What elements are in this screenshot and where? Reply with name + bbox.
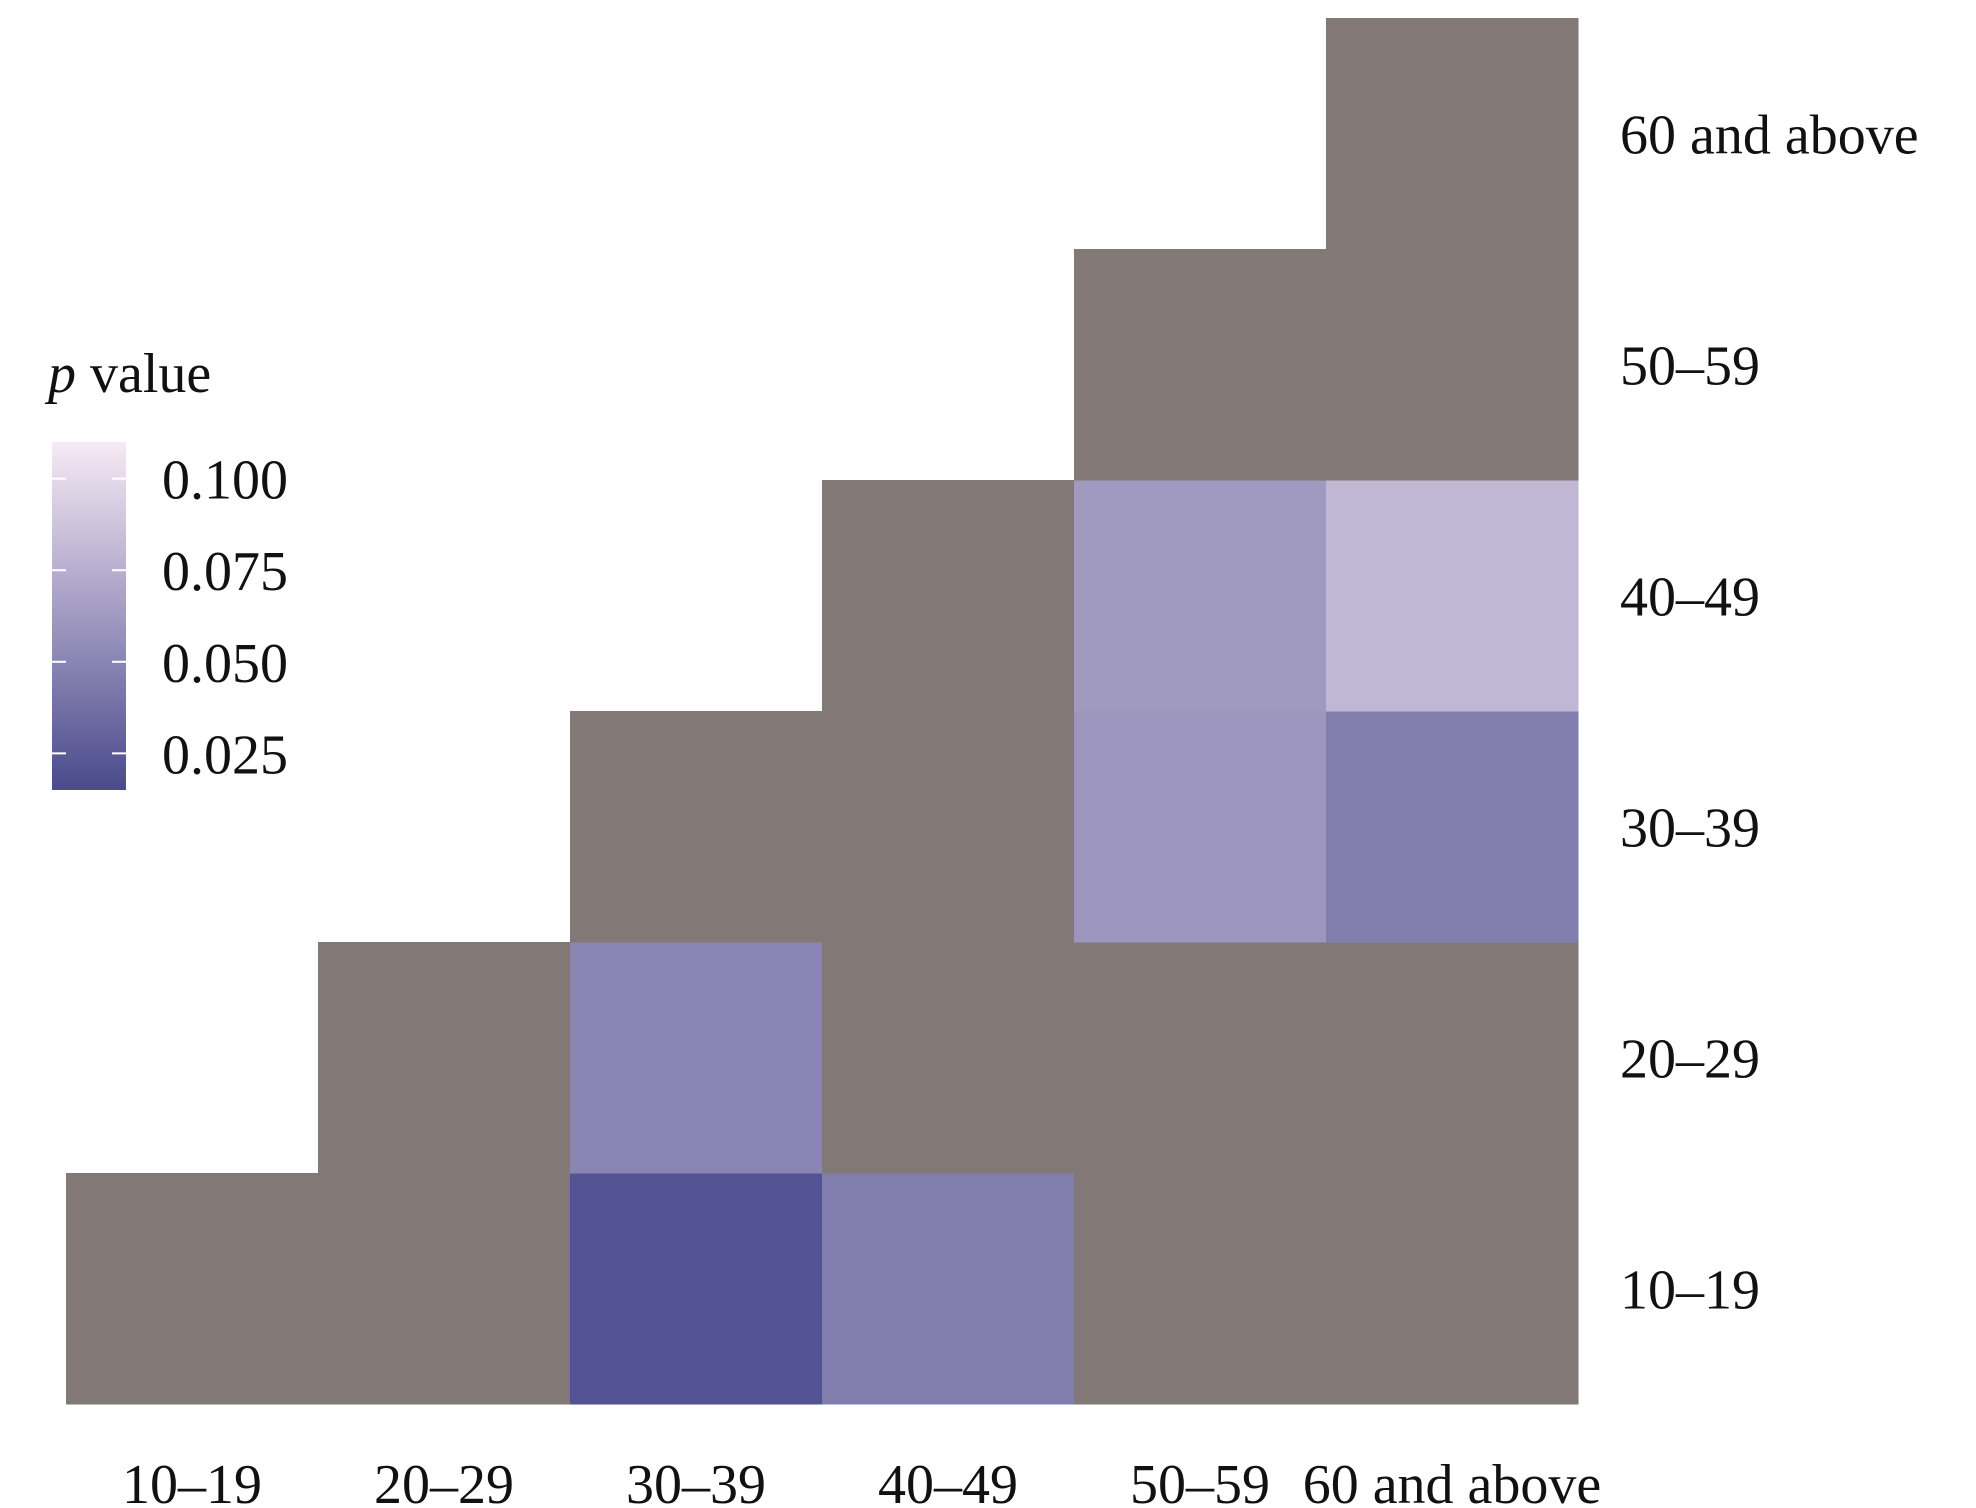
heatmap-cell [822, 1173, 1075, 1405]
y-tick-label: 30–39 [1620, 798, 1760, 860]
x-tick-label: 50–59 [1130, 1454, 1270, 1508]
heatmap-cell [318, 1173, 571, 1405]
heatmap-cell [1074, 1173, 1327, 1405]
heatmap-cell [66, 1173, 319, 1405]
heatmap-cell [822, 480, 1075, 712]
heatmap-cell [822, 942, 1075, 1174]
heatmap-cell [1074, 942, 1327, 1174]
x-tick-label: 60 and above [1303, 1454, 1602, 1508]
y-tick-label: 60 and above [1620, 105, 1919, 167]
heatmap-cells [66, 18, 1579, 1405]
legend-ticks: 0.100 0.075 0.050 0.025 [52, 450, 288, 786]
legend-colorbar [52, 442, 126, 790]
x-axis-tick-labels: 10–19 20–29 30–39 40–49 50–59 60 and above [122, 1454, 1601, 1508]
heatmap-cell [1326, 480, 1579, 712]
x-tick-label: 20–29 [374, 1454, 514, 1508]
heatmap-cell [1074, 480, 1327, 712]
heatmap-cell [570, 942, 823, 1174]
y-tick-label: 20–29 [1620, 1029, 1760, 1091]
heatmap-cell [1326, 1173, 1579, 1405]
x-tick-label: 30–39 [626, 1454, 766, 1508]
legend-title-italic: p [44, 343, 76, 405]
legend-tick-label: 0.025 [162, 724, 288, 786]
heatmap-cell [570, 711, 823, 943]
color-legend: p value 0.100 0.075 0.050 0.025 [44, 343, 288, 790]
heatmap-cell [1326, 711, 1579, 943]
heatmap-cell [1326, 18, 1579, 250]
x-tick-label: 40–49 [878, 1454, 1018, 1508]
y-tick-label: 10–19 [1620, 1260, 1760, 1322]
legend-tick-label: 0.100 [162, 450, 288, 512]
heatmap-cell [570, 1173, 823, 1405]
legend-tick-label: 0.050 [162, 633, 288, 695]
x-tick-label: 10–19 [122, 1454, 262, 1508]
y-tick-label: 50–59 [1620, 336, 1760, 398]
legend-title: p value [44, 343, 211, 405]
heatmap-cell [1074, 249, 1327, 481]
legend-tick-label: 0.075 [162, 541, 288, 603]
heatmap-cell [318, 942, 571, 1174]
heatmap-cell [822, 711, 1075, 943]
legend-title-rest: value [76, 343, 211, 405]
y-tick-label: 40–49 [1620, 567, 1760, 629]
heatmap-cell [1074, 711, 1327, 943]
y-axis-tick-labels: 10–19 20–29 30–39 40–49 50–59 60 and above [1620, 105, 1919, 1322]
heatmap-cell [1326, 942, 1579, 1174]
heatmap-cell [1326, 249, 1579, 481]
